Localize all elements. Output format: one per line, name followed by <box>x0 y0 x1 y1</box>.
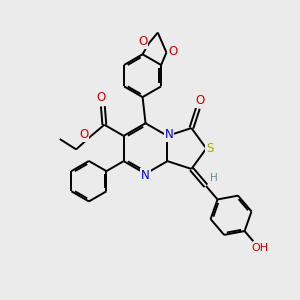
Text: N: N <box>141 169 150 182</box>
Text: O: O <box>138 35 147 48</box>
Text: O: O <box>97 92 106 104</box>
Text: OH: OH <box>251 243 268 253</box>
Text: O: O <box>168 44 178 58</box>
Text: N: N <box>164 128 173 141</box>
Text: S: S <box>206 142 214 155</box>
Text: O: O <box>79 128 88 141</box>
Text: O: O <box>196 94 205 107</box>
Text: H: H <box>210 172 218 183</box>
